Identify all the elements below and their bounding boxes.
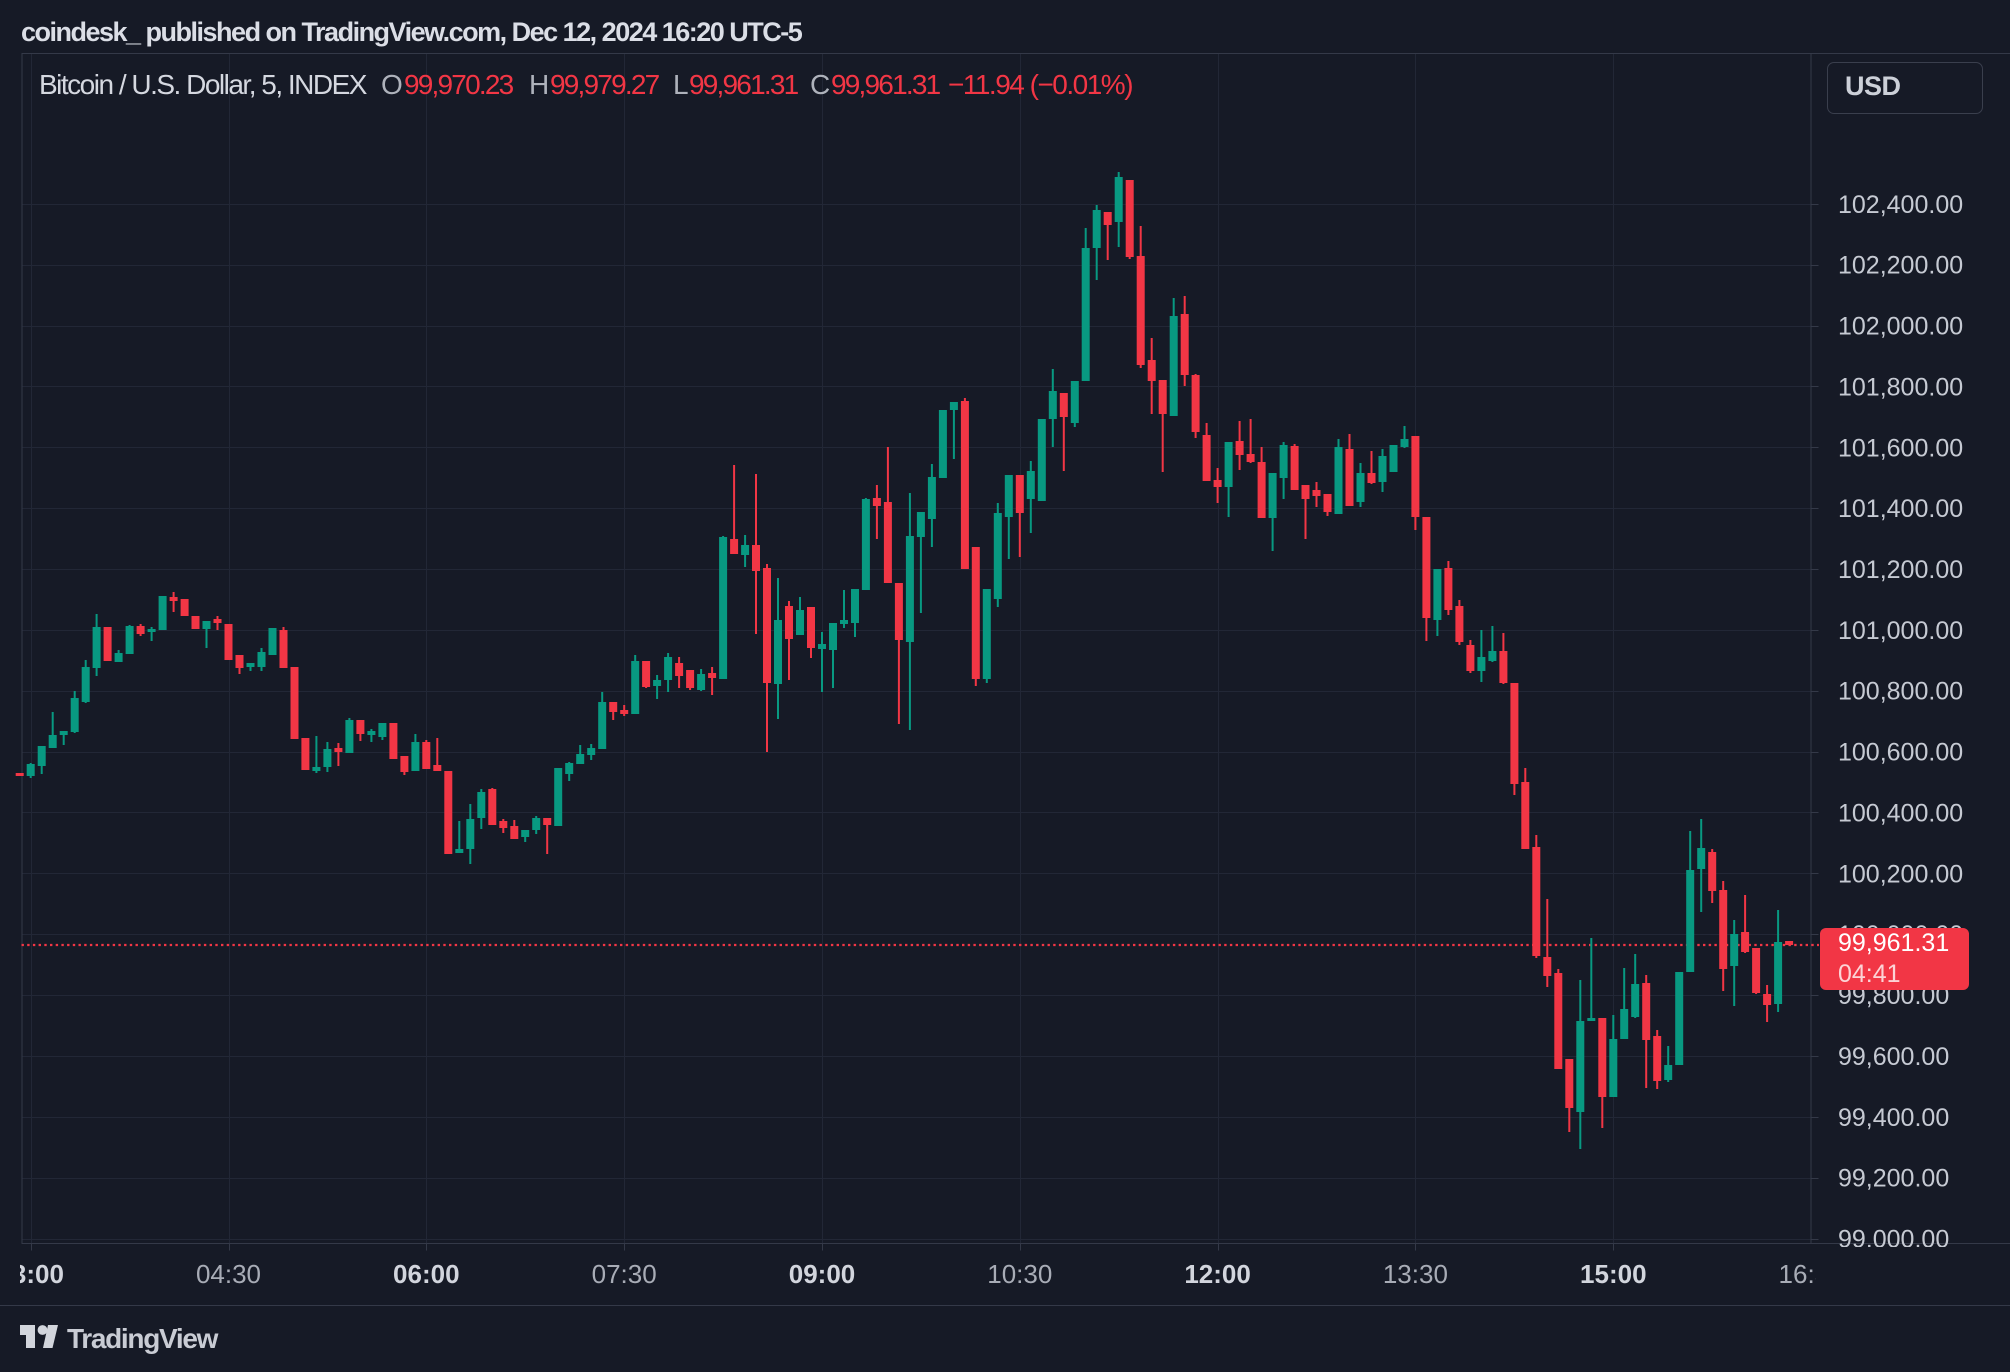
svg-text:100,400.00: 100,400.00 <box>1838 800 1963 828</box>
svg-text:101,800.00: 101,800.00 <box>1838 373 1963 401</box>
svg-text:102,400.00: 102,400.00 <box>1838 191 1963 219</box>
svg-text:102,000.00: 102,000.00 <box>1838 313 1963 341</box>
svg-text:99,600.00: 99,600.00 <box>1838 1043 1949 1071</box>
svg-text:102,200.00: 102,200.00 <box>1838 252 1963 280</box>
svg-text:99,200.00: 99,200.00 <box>1838 1165 1949 1193</box>
svg-text:101,600.00: 101,600.00 <box>1838 434 1963 462</box>
svg-text:99,000.00: 99,000.00 <box>1838 1226 1949 1254</box>
svg-text:101,400.00: 101,400.00 <box>1838 495 1963 523</box>
svg-text:101,200.00: 101,200.00 <box>1838 556 1963 584</box>
svg-text:100,200.00: 100,200.00 <box>1838 860 1963 888</box>
svg-text:100,600.00: 100,600.00 <box>1838 739 1963 767</box>
svg-text:100,800.00: 100,800.00 <box>1838 678 1963 706</box>
svg-text:99,400.00: 99,400.00 <box>1838 1104 1949 1132</box>
svg-text:101,000.00: 101,000.00 <box>1838 617 1963 645</box>
